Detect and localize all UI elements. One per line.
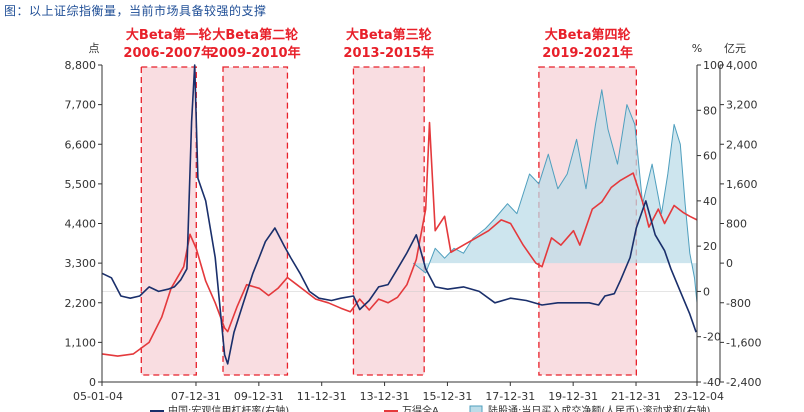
x-tick-label: 13-12-31	[360, 390, 410, 403]
y-left-tick-label: 7,700	[65, 99, 97, 112]
x-tick-label: 11-12-31	[297, 390, 347, 403]
period-bands	[140, 66, 637, 376]
left-unit-label: 点	[89, 42, 100, 55]
y-left-tick-label: 2,200	[65, 297, 97, 310]
y-left-tick-label: 1,100	[65, 336, 97, 349]
right2-unit-label: 亿元	[724, 42, 746, 55]
series-area-3	[413, 89, 697, 303]
y-right2-tick-label: -1,600	[726, 336, 761, 349]
series-line-3	[412, 89, 698, 303]
period-years-3: 2013-2015年	[343, 45, 434, 61]
period-years-1: 2006-2007年	[123, 45, 214, 61]
legend-label-3: 陆股通:当日买入成交净额(人民币):滚动求和(右轴)	[488, 404, 710, 412]
period-title-2: 大Beta第二轮	[212, 27, 298, 43]
legend-label-2: 万得全A	[402, 404, 439, 412]
y-right2-tick-label: 1,600	[726, 178, 758, 191]
x-tick-label: 17-12-31	[485, 390, 535, 403]
series-line-1	[101, 64, 697, 365]
y-right2-tick-label: 0	[726, 257, 733, 270]
y-right1-tick-label: 80	[703, 104, 717, 117]
x-tick-label: 09-12-31	[234, 390, 284, 403]
series-area	[102, 89, 697, 303]
right1-unit-label: %	[692, 42, 702, 55]
y-left-tick-label: 8,800	[65, 59, 97, 72]
tick-labels: 0 1,100 2,200 3,300 4,400 5,500 6,600 7,700 8,80…	[65, 59, 762, 403]
period-years-4: 2019-2021年	[542, 45, 633, 61]
y-right2-tick-label: -800	[726, 297, 751, 310]
series-line-2	[101, 121, 698, 357]
y-right2-tick-label: 3,200	[726, 99, 758, 112]
y-left-tick-label: 5,500	[65, 178, 97, 191]
y-right1-tick-label: 20	[703, 240, 717, 253]
period-labels: 大Beta第一轮 2006-2007年 大Beta第二轮 2009-2010年 大Bet…	[123, 27, 633, 61]
period-title-1: 大Beta第一轮	[126, 27, 212, 43]
y-right2-tick-label: 2,400	[726, 138, 758, 151]
legend: 中国:宏观信用杠杆率(右轴) 万得全A 陆股通:当日买入成交净额(人民币):滚动求和…	[150, 404, 710, 412]
y-left-tick-label: 6,600	[65, 138, 97, 151]
y-right1-tick-label: -20	[703, 331, 721, 344]
x-tick-label: 07-12-31	[171, 390, 221, 403]
series-lines	[101, 64, 698, 365]
y-right1-tick-label: 0	[703, 285, 710, 298]
legend-swatch-3	[469, 405, 483, 412]
period-band-2	[222, 66, 289, 376]
y-right1-tick-label: 100	[703, 59, 724, 72]
y-right1-tick-label: 60	[703, 150, 717, 163]
x-tick-label: 05-01-04	[73, 390, 123, 403]
y-left-tick-label: 4,400	[65, 218, 97, 231]
figure-caption: 图：以上证综指衡量，当前市场具备较强的支撑	[4, 4, 267, 18]
x-tick-label: 21-12-31	[611, 390, 661, 403]
y-right1-tick-label: 40	[703, 195, 717, 208]
period-years-2: 2009-2010年	[210, 45, 301, 61]
period-title-4: 大Beta第四轮	[545, 27, 631, 43]
y-right2-tick-label: 800	[726, 218, 747, 231]
x-tick-label: 23-12-04	[674, 390, 724, 403]
x-tick-label: 15-12-31	[422, 390, 472, 403]
period-title-3: 大Beta第三轮	[346, 27, 432, 43]
y-left-tick-label: 3,300	[65, 257, 97, 270]
y-right2-tick-label: -2,400	[726, 376, 761, 389]
legend-label-1: 中国:宏观信用杠杆率(右轴)	[168, 404, 289, 412]
y-right1-tick-label: -40	[703, 376, 721, 389]
period-band-3	[352, 66, 425, 376]
y-right2-tick-label: 4,000	[726, 59, 758, 72]
period-band-1	[140, 66, 197, 376]
x-tick-label: 19-12-31	[548, 390, 598, 403]
y-left-tick-label: 0	[89, 376, 96, 389]
